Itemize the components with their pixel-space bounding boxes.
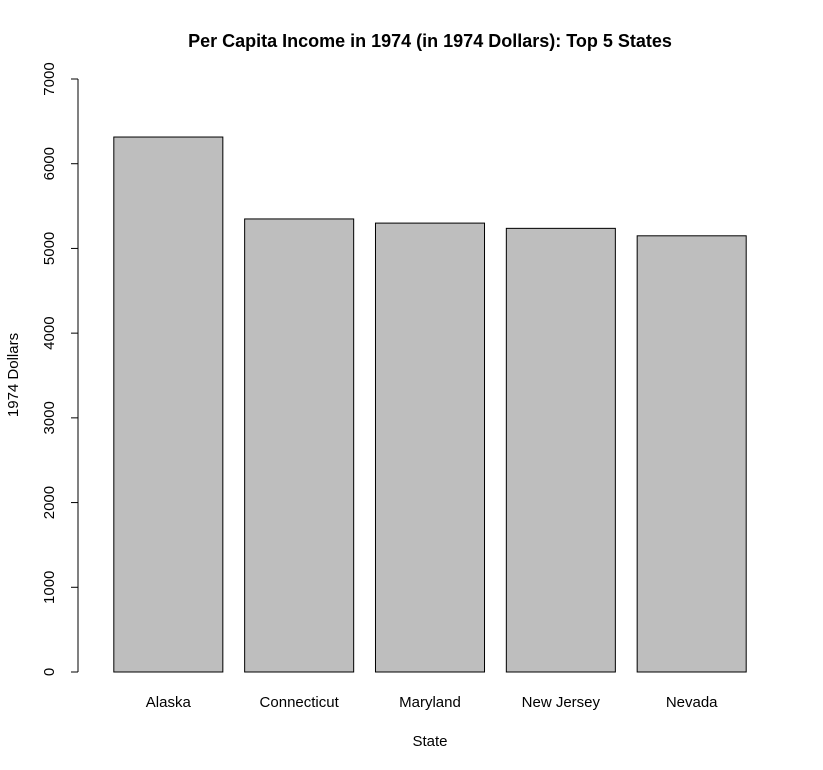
- bar-new-jersey: [505, 227, 616, 673]
- y-axis: 0 1000 2000 3000 4000 5000 6000 7000: [41, 62, 79, 676]
- y-tick-label: 3000: [41, 401, 58, 434]
- y-tick-label: 0: [41, 668, 58, 676]
- bars-group: [113, 136, 747, 673]
- y-tick-label: 2000: [41, 486, 58, 519]
- y-tick-label: 7000: [41, 62, 58, 95]
- x-tick-label: Alaska: [146, 694, 192, 711]
- y-tick-label: 6000: [41, 147, 58, 180]
- y-axis-title: 1974 Dollars: [5, 333, 22, 417]
- x-tick-label: Nevada: [666, 694, 718, 711]
- y-tick-label: 4000: [41, 316, 58, 349]
- bar-alaska: [113, 136, 224, 673]
- chart-title: Per Capita Income in 1974 (in 1974 Dolla…: [188, 31, 672, 51]
- x-axis-title: State: [412, 733, 447, 750]
- bar-maryland: [374, 222, 486, 673]
- x-tick-label: Maryland: [399, 694, 461, 711]
- bar-connecticut: [244, 218, 355, 673]
- bar-nevada: [636, 235, 747, 673]
- x-tick-label: New Jersey: [522, 694, 601, 711]
- y-tick-label: 5000: [41, 232, 58, 265]
- y-tick-label: 1000: [41, 571, 58, 604]
- x-axis-labels: Alaska Connecticut Maryland New Jersey Nevad…: [146, 694, 718, 711]
- x-tick-label: Connecticut: [260, 694, 340, 711]
